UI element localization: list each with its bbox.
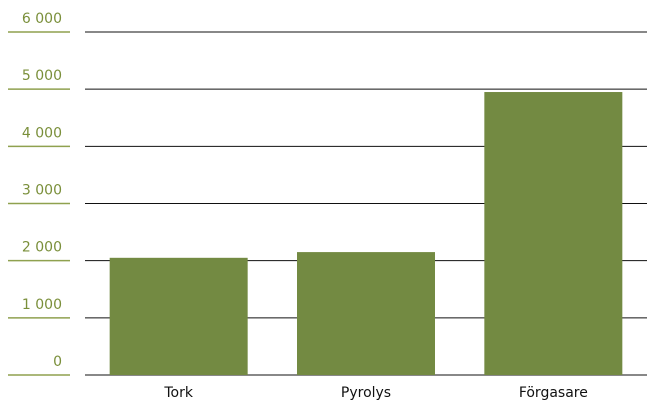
y-tick-label: 6 000 (22, 11, 62, 27)
x-tick-label: Tork (163, 385, 193, 401)
y-tick-label: 4 000 (22, 125, 62, 141)
y-tick-label: 5 000 (22, 68, 62, 84)
y-tick-label: 1 000 (22, 297, 62, 313)
y-tick-label: 0 (53, 354, 62, 370)
bar (484, 92, 623, 376)
y-tick-label: 2 000 (22, 240, 62, 256)
x-tick-label: Förgasare (519, 385, 588, 401)
y-tick-label: 3 000 (22, 183, 62, 199)
bar (297, 252, 435, 375)
x-tick-label: Pyrolys (341, 385, 391, 401)
bar (109, 257, 248, 375)
